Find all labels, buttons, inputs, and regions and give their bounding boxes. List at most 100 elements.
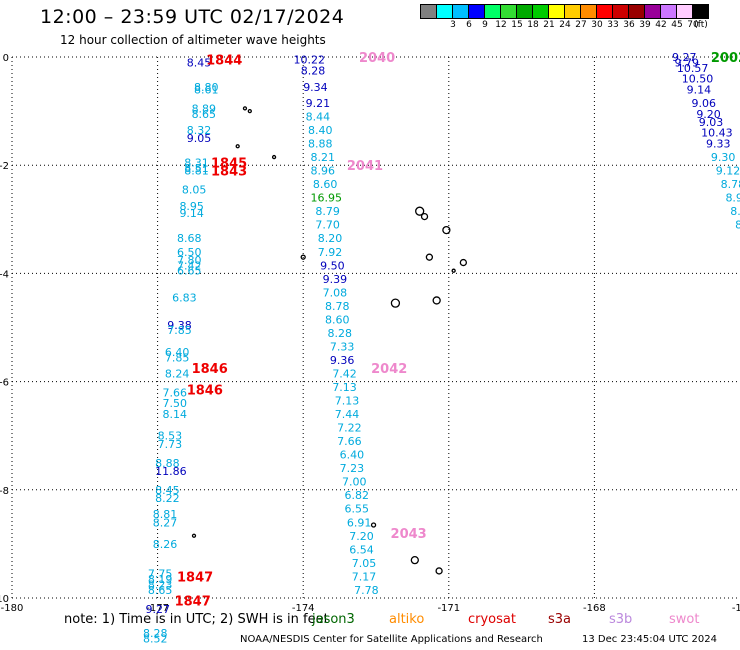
legend-unit: (ft) (694, 20, 708, 30)
wave-height-label: 9.14 (687, 83, 712, 96)
wave-height-label: 9.34 (303, 81, 328, 94)
wave-height-label: 8.24 (165, 367, 190, 380)
legend-label: 36 (623, 20, 635, 30)
island-outline (410, 555, 419, 565)
wave-height-label: 8.27 (153, 516, 178, 529)
wave-height-label: 7.08 (323, 286, 348, 299)
wave-height-label: 8.78 (325, 300, 350, 313)
x-tick-label: -177 (146, 603, 169, 614)
wave-height-label: 7.17 (352, 570, 377, 583)
wave-height-label: 7.80 (177, 254, 202, 267)
wave-height-label: 9.27 (672, 51, 697, 64)
wave-height-label: 8.22 (155, 492, 180, 505)
pass-time-label: 1847 (177, 570, 213, 585)
satellite-s3a: s3a (548, 612, 572, 627)
island-outline (415, 206, 425, 216)
wave-height-label: 7.05 (352, 557, 377, 570)
wave-height-label: 8.21 (310, 151, 335, 164)
wave-height-label: 9.03 (699, 116, 724, 129)
wave-height-label: 8.96 (310, 165, 335, 178)
map-frame (11, 56, 740, 599)
wave-height-label: 8.31 (184, 156, 209, 169)
wave-height-label: 8.53 (158, 430, 183, 443)
satellite-cryosat: cryosat (468, 612, 516, 627)
satellite-jason3: jason3 (312, 612, 355, 627)
wave-height-label: 8.60 (325, 313, 350, 326)
legend-label: 42 (655, 20, 667, 30)
legend-label: 33 (607, 20, 619, 30)
page-title: 12:00 – 23:59 UTC 02/17/2024 (40, 6, 345, 28)
wave-height-label: 9.12 (716, 165, 740, 178)
wave-height-label: 6.83 (172, 292, 197, 305)
island-outline (442, 225, 451, 235)
pass-time-label: 1845 (211, 156, 247, 171)
island-outline (191, 533, 197, 538)
wave-height-label: 6.82 (344, 489, 369, 502)
wave-height-label: 10.50 (682, 73, 714, 86)
wave-height-label: 8.95 (179, 200, 204, 213)
pass-time-label: 1846 (192, 362, 228, 377)
wave-height-labels: 8.458.808.618.898.658.329.058.318.518.81… (143, 51, 740, 646)
island-outline (425, 253, 434, 261)
wave-height-label: 8.89 (192, 102, 217, 115)
y-tick-label: -10 (0, 594, 9, 605)
legend-swatches (420, 4, 709, 19)
island-outline (247, 108, 252, 114)
wave-height-label: 8.88 (308, 138, 333, 151)
wave-height-label: 9.21 (306, 97, 331, 110)
wave-height-label: 8.81 (184, 165, 209, 178)
wave-height-label: 7.42 (177, 259, 202, 272)
creation-timestamp: 13 Dec 23:45:04 UTC 2024 (582, 634, 717, 645)
wave-height-label: 8.78 (721, 178, 740, 191)
wave-height-label: 8.65 (148, 584, 173, 597)
wave-height-label: 8.81 (153, 508, 178, 521)
wave-height-label: 9.14 (179, 207, 204, 220)
pass-time-label: 2040 (359, 51, 395, 66)
wave-height-label: 9.27 (145, 603, 170, 616)
page-subtitle: 12 hour collection of altimeter wave hei… (60, 33, 326, 47)
wave-height-label: 7.66 (337, 435, 362, 448)
legend-label: 30 (591, 20, 603, 30)
wave-height-label: 7.85 (165, 351, 190, 364)
wave-height-label: 6.91 (347, 516, 372, 529)
wave-height-label: 7.50 (162, 397, 187, 410)
pass-time-label: 1843 (211, 165, 247, 180)
island-outline (271, 154, 277, 160)
wave-height-label: 8.26 (153, 538, 178, 551)
wave-height-label: 8.61 (194, 83, 219, 96)
footer-note: note: 1) Time is in UTC; 2) SWH is in fe… (64, 612, 329, 627)
pass-time-label: 2041 (347, 159, 383, 174)
island-outline (235, 144, 240, 149)
wave-height-label: 7.33 (330, 340, 355, 353)
legend-swatch (692, 4, 709, 19)
wave-height-label: 7.20 (349, 530, 374, 543)
x-tick-label: -168 (583, 603, 606, 614)
legend-label: 45 (671, 20, 683, 30)
wave-height-label: 8.32 (187, 124, 212, 137)
legend-label: 6 (466, 20, 472, 30)
wave-height-label: 8.80 (194, 81, 219, 94)
color-legend: 3 6 9 12 15 18 21 24 27 30 33 36 39 42 45 70 (ft) (420, 4, 709, 31)
wave-height-label: 8.60 (313, 178, 338, 191)
legend-label: 39 (639, 20, 651, 30)
wave-height-label: 9.50 (320, 259, 345, 272)
island-outline (300, 254, 306, 260)
wave-height-label: 8.23 (148, 578, 173, 591)
wave-height-label: 7.85 (167, 324, 192, 337)
wave-height-label: 7.70 (315, 219, 340, 232)
island-outlines (191, 106, 468, 575)
island-outline (432, 296, 441, 305)
x-tick-label: -180 (1, 603, 24, 614)
wave-height-label: 8.44 (306, 111, 331, 124)
wave-height-label: 8.19 (148, 573, 173, 586)
satellite-swot: swot (669, 612, 700, 627)
wave-height-label: 11.86 (155, 465, 187, 478)
legend-label: 21 (543, 20, 555, 30)
wave-height-label: 8.90 (730, 205, 740, 218)
pass-time-label: 2043 (391, 527, 427, 542)
legend-label: 18 (527, 20, 539, 30)
wave-height-label: 9.39 (323, 273, 348, 286)
wave-height-label: 7.75 (148, 568, 173, 581)
island-outline (451, 268, 456, 273)
legend-label: 24 (559, 20, 571, 30)
